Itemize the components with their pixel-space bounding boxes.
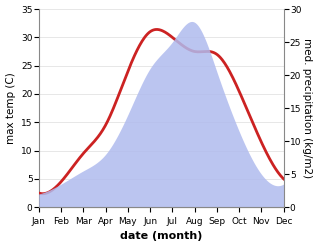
X-axis label: date (month): date (month) (120, 231, 203, 242)
Y-axis label: max temp (C): max temp (C) (5, 72, 16, 144)
Y-axis label: med. precipitation (kg/m2): med. precipitation (kg/m2) (302, 38, 313, 178)
